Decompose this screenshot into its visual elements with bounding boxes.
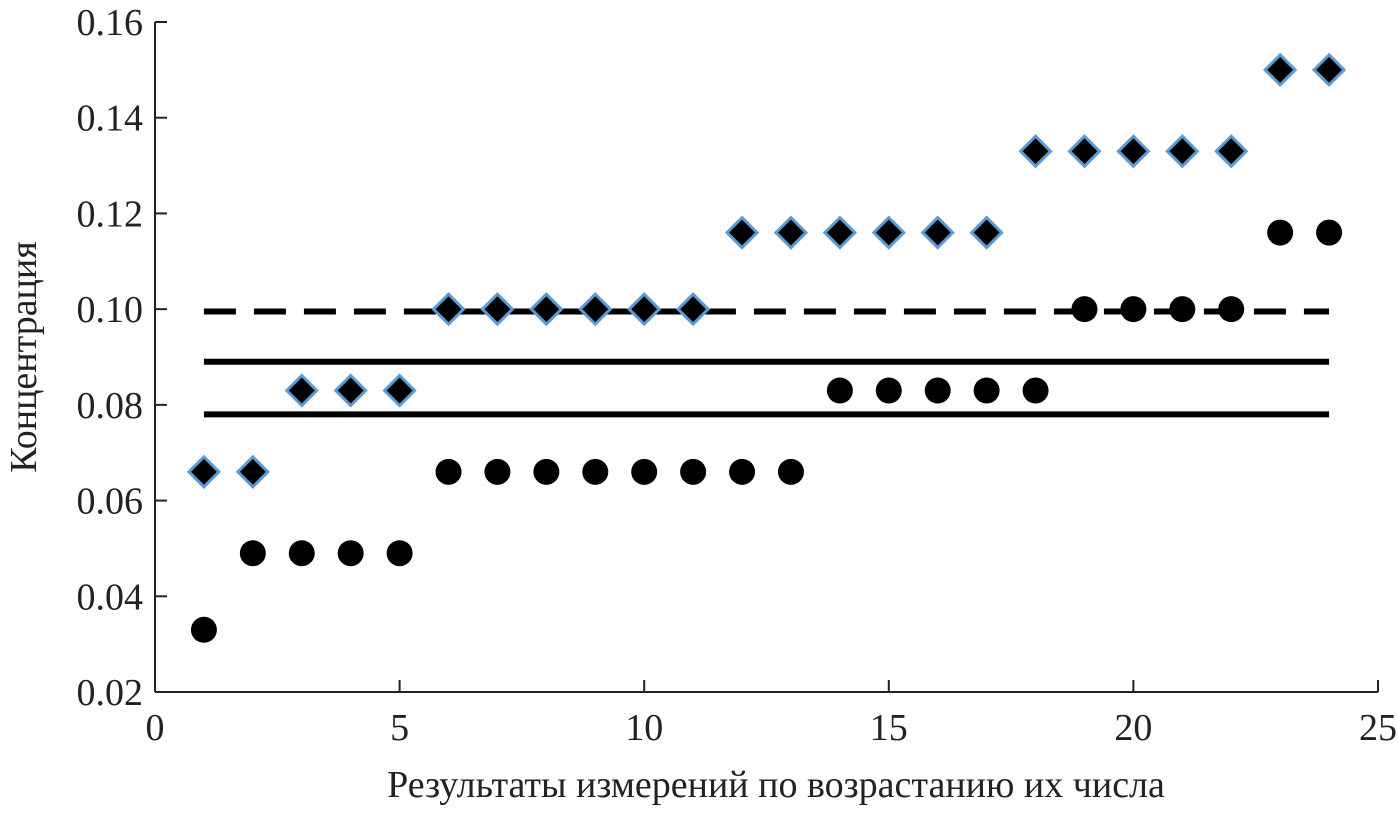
diamond-point bbox=[186, 454, 222, 489]
circle-point bbox=[337, 540, 364, 567]
diamond-point bbox=[969, 215, 1004, 250]
circle-point bbox=[1071, 296, 1098, 323]
diamond-point bbox=[1116, 134, 1151, 169]
data-points bbox=[186, 52, 1347, 643]
diamond-point bbox=[235, 454, 270, 489]
x-tick-label: 0 bbox=[146, 707, 165, 749]
circle-point bbox=[1169, 296, 1196, 323]
x-tick-label: 20 bbox=[1114, 707, 1152, 749]
x-tick-label: 10 bbox=[625, 707, 663, 749]
diamond-point bbox=[382, 373, 417, 408]
diamond-point bbox=[431, 292, 466, 327]
y-axis-title: Концентрация bbox=[3, 241, 45, 472]
diamond-point bbox=[529, 292, 564, 327]
diamond-point bbox=[1311, 52, 1347, 87]
diamond-point bbox=[920, 215, 955, 250]
circle-point bbox=[875, 377, 902, 404]
x-tick-label: 25 bbox=[1359, 707, 1397, 749]
diamond-point bbox=[480, 292, 515, 327]
circle-point bbox=[288, 540, 315, 567]
circle-point bbox=[533, 458, 560, 485]
diamond-point bbox=[333, 373, 368, 408]
axes bbox=[154, 22, 1378, 693]
circle-point bbox=[435, 458, 462, 485]
circle-point bbox=[582, 458, 609, 485]
diamond-point bbox=[284, 373, 319, 408]
diamond-point bbox=[1263, 52, 1298, 87]
circle-point bbox=[484, 458, 511, 485]
diamond-point bbox=[578, 292, 613, 327]
diamond-point bbox=[871, 215, 906, 250]
x-tick-label: 5 bbox=[390, 707, 409, 749]
circle-point bbox=[680, 458, 707, 485]
y-tick-label: 0.16 bbox=[77, 2, 144, 44]
circle-point bbox=[924, 377, 951, 404]
diamond-point bbox=[675, 292, 711, 327]
y-axis-ticks: 0.02 0.04 0.06 0.08 0.10 0.12 0.14 0.16 bbox=[77, 2, 167, 714]
circle-point bbox=[1267, 219, 1294, 246]
y-tick-label: 0.04 bbox=[77, 576, 144, 618]
circle-point bbox=[729, 458, 756, 485]
circle-point bbox=[1022, 377, 1049, 404]
y-tick-label: 0.06 bbox=[77, 481, 144, 523]
diamond-point bbox=[1214, 134, 1249, 169]
circle-point bbox=[1316, 219, 1343, 246]
y-tick-label: 0.08 bbox=[77, 385, 144, 427]
y-tick-label: 0.02 bbox=[77, 672, 144, 714]
circle-point bbox=[239, 540, 266, 567]
y-tick-label: 0.14 bbox=[77, 98, 144, 140]
x-axis-title: Результаты измерений по возрастанию их ч… bbox=[387, 764, 1165, 806]
circle-point bbox=[777, 458, 804, 485]
diamond-point bbox=[822, 215, 858, 250]
diamond-point bbox=[627, 292, 662, 327]
circle-point bbox=[631, 458, 658, 485]
diamond-point bbox=[1067, 134, 1102, 169]
circle-point bbox=[826, 377, 853, 404]
y-tick-label: 0.10 bbox=[77, 289, 144, 331]
diamond-point bbox=[773, 215, 809, 250]
x-axis-ticks: 0 5 10 15 20 25 bbox=[146, 680, 1397, 749]
x-tick-label: 15 bbox=[870, 707, 908, 749]
circle-point bbox=[1218, 296, 1245, 323]
circle-point bbox=[386, 540, 413, 567]
diamond-point bbox=[1165, 134, 1200, 169]
circle-point bbox=[973, 377, 1000, 404]
y-tick-label: 0.12 bbox=[77, 193, 144, 235]
reference-lines bbox=[203, 308, 1330, 418]
circle-point bbox=[1120, 296, 1147, 323]
diamond-point bbox=[1018, 134, 1053, 169]
diamond-point bbox=[724, 215, 760, 250]
circle-point bbox=[190, 616, 217, 643]
